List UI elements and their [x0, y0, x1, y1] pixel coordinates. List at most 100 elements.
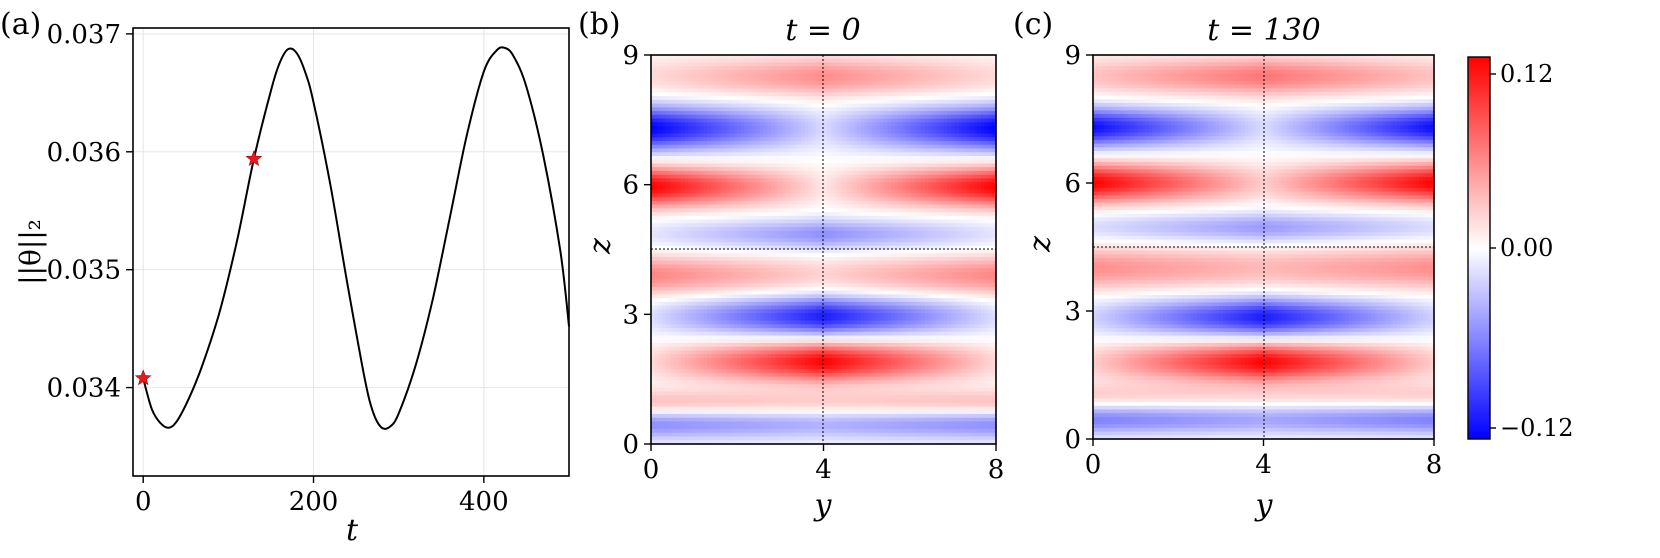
heatmap-cell — [655, 107, 659, 111]
heatmap-cell — [659, 59, 663, 63]
heatmap-cell — [681, 156, 685, 160]
heatmap-cell — [947, 156, 951, 160]
heatmap-cell — [872, 115, 876, 119]
heatmap-cell — [940, 96, 944, 100]
heatmap-cell — [719, 137, 723, 141]
heatmap-cell — [970, 145, 974, 149]
heatmap-cell — [677, 62, 681, 66]
heatmap-cell — [861, 160, 865, 164]
heatmap-cell — [692, 126, 696, 130]
heatmap-cell — [869, 171, 873, 175]
heatmap-cell — [891, 134, 895, 138]
heatmap-cell — [711, 100, 715, 104]
heatmap-cell — [951, 107, 955, 111]
heatmap-cell — [689, 163, 693, 167]
heatmap-cell — [977, 156, 981, 160]
heatmap-cell — [670, 175, 674, 179]
heatmap-cell — [824, 62, 828, 66]
heatmap-cell — [951, 145, 955, 149]
heatmap-cell — [974, 152, 978, 156]
heatmap-cell — [734, 163, 738, 167]
heatmap-cell — [936, 70, 940, 74]
heatmap-cell — [955, 156, 959, 160]
heatmap-cell — [884, 122, 888, 126]
heatmap-cell — [925, 107, 929, 111]
heatmap-cell — [932, 145, 936, 149]
heatmap-cell — [891, 77, 895, 81]
heatmap-cell — [880, 171, 884, 175]
heatmap-cell — [790, 171, 794, 175]
heatmap-cell — [824, 145, 828, 149]
heatmap-cell — [745, 122, 749, 126]
heatmap-cell — [981, 104, 985, 108]
heatmap-cell — [936, 134, 940, 138]
heatmap-cell — [981, 119, 985, 123]
heatmap-cell — [681, 130, 685, 134]
heatmap-cell — [865, 167, 869, 171]
heatmap-cell — [704, 66, 708, 70]
heatmap-cell — [771, 160, 775, 164]
heatmap-cell — [914, 96, 918, 100]
heatmap-cell — [681, 107, 685, 111]
heatmap-cell — [895, 85, 899, 89]
heatmap-cell — [966, 119, 970, 123]
heatmap-cell — [730, 115, 734, 119]
heatmap-cell — [730, 89, 734, 93]
heatmap-cell — [839, 145, 843, 149]
heatmap-cell — [865, 107, 869, 111]
heatmap-cell — [899, 160, 903, 164]
heatmap-cell — [666, 152, 670, 156]
heatmap-cell — [887, 134, 891, 138]
heatmap-cell — [966, 171, 970, 175]
heatmap-cell — [666, 163, 670, 167]
heatmap-cell — [884, 149, 888, 153]
heatmap-cell — [846, 66, 850, 70]
heatmap-cell — [749, 167, 753, 171]
heatmap-cell — [929, 122, 933, 126]
heatmap-cell — [797, 134, 801, 138]
heatmap-cell — [677, 111, 681, 115]
heatmap-cell — [696, 122, 700, 126]
heatmap-cell — [891, 96, 895, 100]
heatmap-cell — [689, 156, 693, 160]
heatmap-cell — [767, 100, 771, 104]
heatmap-cell — [970, 100, 974, 104]
heatmap-cell — [876, 167, 880, 171]
heatmap-cell — [947, 89, 951, 93]
heatmap-cell — [782, 160, 786, 164]
heatmap-cell — [719, 59, 723, 63]
heatmap-cell — [850, 92, 854, 96]
heatmap-cell — [951, 152, 955, 156]
heatmap-cell — [977, 126, 981, 130]
heatmap-cell — [756, 145, 760, 149]
heatmap-cell — [809, 160, 813, 164]
heatmap-cell — [707, 104, 711, 108]
heatmap-cell — [880, 89, 884, 93]
heatmap-cell — [929, 137, 933, 141]
heatmap-cell — [734, 85, 738, 89]
heatmap-cell — [805, 167, 809, 171]
heatmap-cell — [816, 104, 820, 108]
heatmap-cell — [775, 141, 779, 145]
heatmap-cell — [981, 66, 985, 70]
heatmap-cell — [842, 81, 846, 85]
heatmap-cell — [970, 77, 974, 81]
heatmap-cell — [696, 74, 700, 78]
heatmap-cell — [869, 92, 873, 96]
heatmap-cell — [752, 156, 756, 160]
heatmap-cell — [872, 111, 876, 115]
heatmap-cell — [940, 149, 944, 153]
heatmap-cell — [801, 167, 805, 171]
heatmap-cell — [674, 85, 678, 89]
heatmap-cell — [854, 70, 858, 74]
heatmap-cell — [794, 130, 798, 134]
heatmap-cell — [854, 145, 858, 149]
heatmap-cell — [775, 167, 779, 171]
heatmap-cell — [865, 145, 869, 149]
heatmap-cell — [749, 152, 753, 156]
heatmap-cell — [962, 149, 966, 153]
heatmap-cell — [831, 115, 835, 119]
heatmap-cell — [719, 85, 723, 89]
heatmap-cell — [861, 59, 865, 63]
heatmap-cell — [801, 74, 805, 78]
